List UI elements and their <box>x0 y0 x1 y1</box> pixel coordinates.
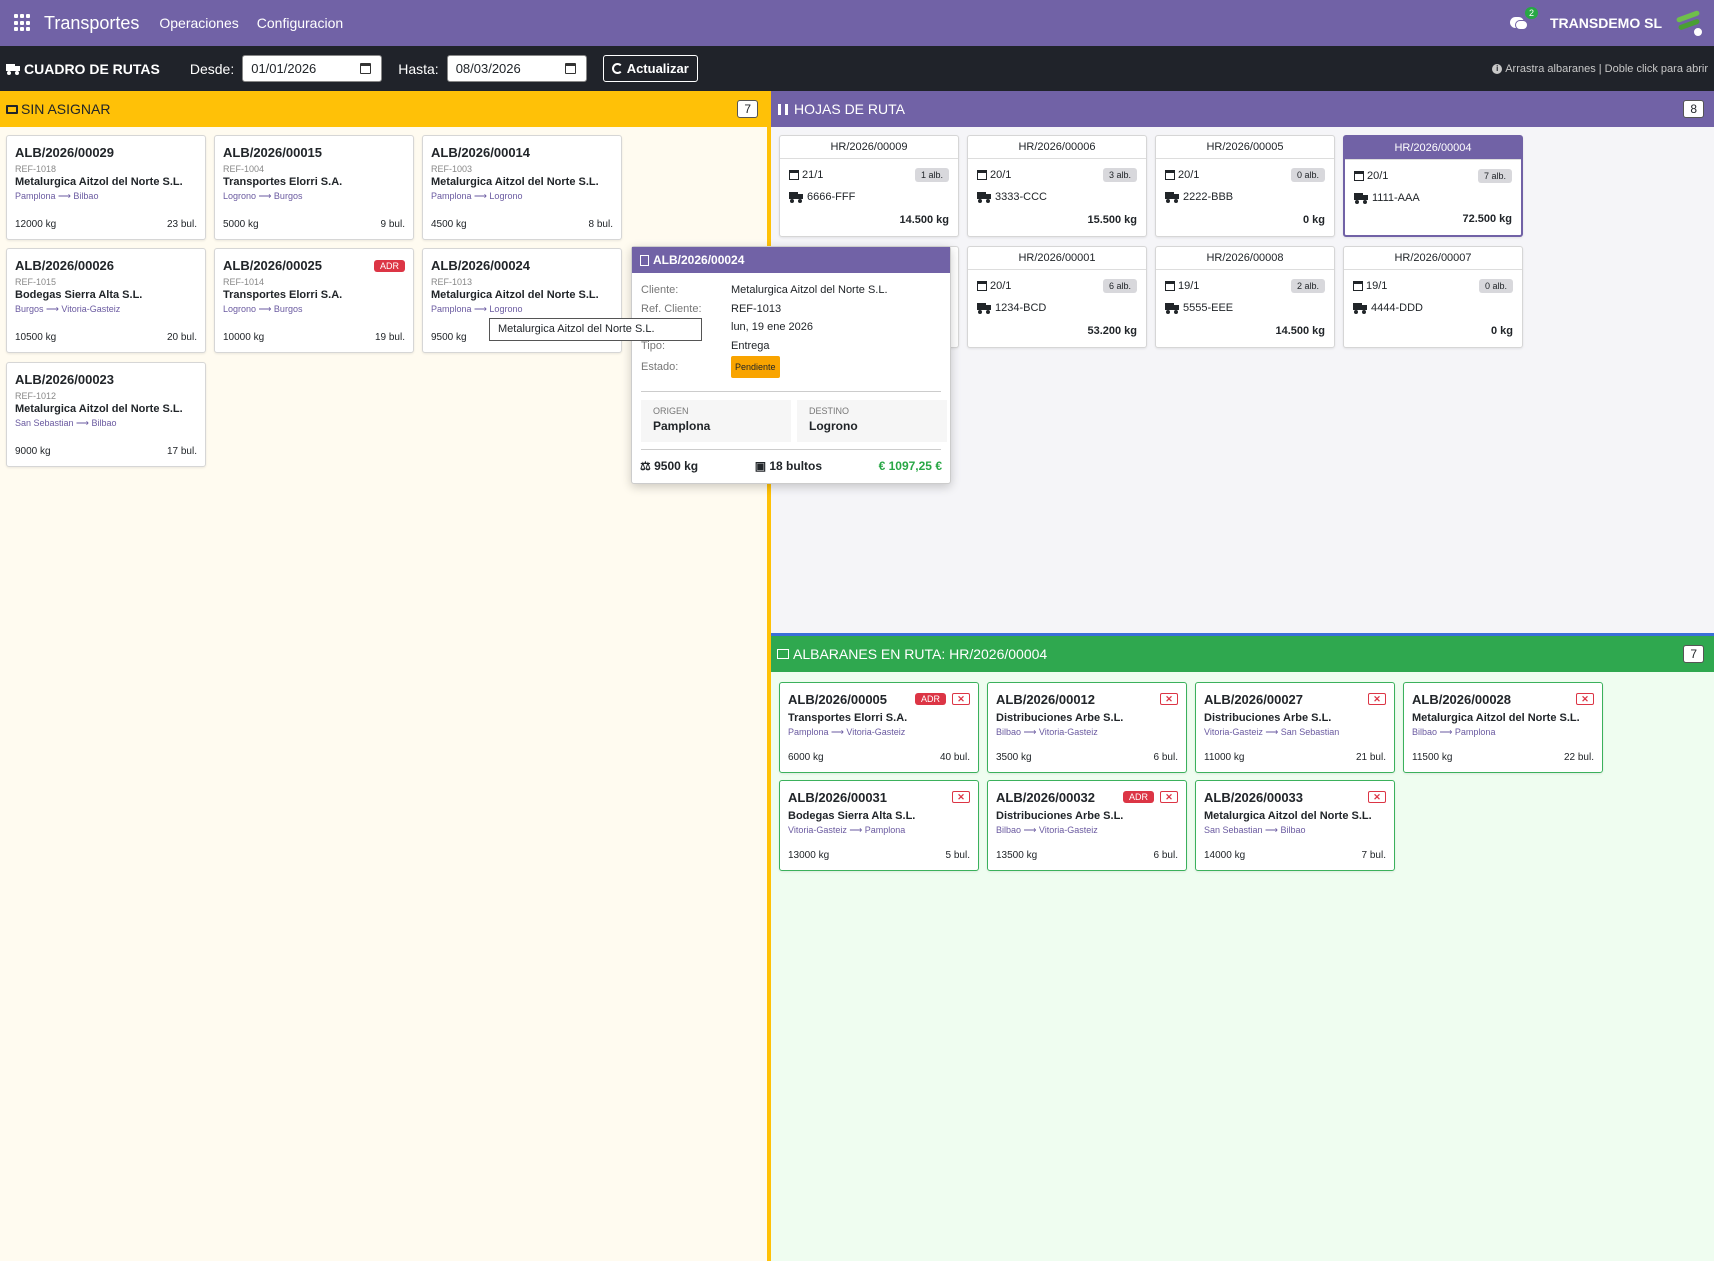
albaran-card[interactable]: ALB/2026/00014 REF-1003 Metalurgica Aitz… <box>422 135 622 240</box>
route-albaran-card[interactable]: ALB/2026/00033 ✕ Metalurgica Aitzol del … <box>1195 780 1395 871</box>
calendar-icon <box>1165 170 1175 180</box>
route-sheet-card[interactable]: HR/2026/00005 20/1 0 alb. 2222-BBB 0 kg <box>1155 135 1335 237</box>
remove-icon[interactable]: ✕ <box>1576 693 1594 705</box>
remove-icon[interactable]: ✕ <box>1368 693 1386 705</box>
truck-icon <box>1353 303 1367 314</box>
chat-count-badge: 2 <box>1525 7 1539 19</box>
route-albaran-card[interactable]: ALB/2026/00028 ✕ Metalurgica Aitzol del … <box>1403 682 1603 773</box>
list-icon <box>777 649 789 659</box>
calendar-icon <box>1353 281 1363 291</box>
popover-weight: ⚖ 9500 kg <box>640 459 699 473</box>
albaran-card[interactable]: ALB/2026/00015 REF-1004 Transportes Elor… <box>214 135 414 240</box>
popover-tipo: Entrega <box>731 340 770 352</box>
document-icon <box>640 254 649 266</box>
popover-ref: REF-1013 <box>731 303 782 315</box>
albaran-count-badge: 6 alb. <box>1102 279 1137 293</box>
remove-icon[interactable]: ✕ <box>952 693 970 705</box>
refresh-icon <box>611 63 623 74</box>
calendar-icon[interactable] <box>360 63 372 74</box>
route-sheet-card[interactable]: HR/2026/00006 20/1 3 alb. 3333-CCC 15.50… <box>967 135 1147 237</box>
refresh-button[interactable]: Actualizar <box>602 55 698 82</box>
remove-icon[interactable]: ✕ <box>1160 791 1178 803</box>
hasta-date-input[interactable]: 08/03/2026 <box>446 55 587 82</box>
popover-title: ALB/2026/00024 <box>632 247 950 273</box>
company-switcher[interactable]: TRANSDEMO SL <box>1550 15 1662 31</box>
route-albaran-card[interactable]: ALB/2026/00031 ✕ Bodegas Sierra Alta S.L… <box>779 780 979 871</box>
road-icon <box>777 103 789 115</box>
albaran-count-badge: 0 alb. <box>1290 168 1325 182</box>
truck-icon <box>1165 303 1179 314</box>
popover-fecha: lun, 19 ene 2026 <box>731 321 813 333</box>
route-sheets-header: HOJAS DE RUTA 8 <box>771 91 1714 127</box>
remove-icon[interactable]: ✕ <box>1160 693 1178 705</box>
albaran-detail-popover: ALB/2026/00024 Cliente: Metalurgica Aitzo… <box>631 246 951 484</box>
truck-icon <box>977 303 991 314</box>
desde-date-input[interactable]: 01/01/2026 <box>242 55 383 82</box>
info-icon: i <box>1492 63 1503 74</box>
calendar-icon <box>977 170 987 180</box>
albaran-card[interactable]: ALB/2026/00025 ADR REF-1014 Transportes … <box>214 248 414 353</box>
route-albaran-card[interactable]: ALB/2026/00012 ✕ Distribuciones Arbe S.L… <box>987 682 1187 773</box>
route-albaran-card[interactable]: ALB/2026/00005 ADR ✕ Transportes Elorri … <box>779 682 979 773</box>
route-albaranes-panel: ALBARANES EN RUTA: HR/2026/00004 7 ALB/2… <box>771 633 1714 1261</box>
adr-badge: ADR <box>1122 791 1154 803</box>
origin-box: ORIGEN Pamplona <box>641 400 791 442</box>
calendar-icon <box>1354 171 1364 181</box>
route-sheet-card[interactable]: HR/2026/00009 21/1 1 alb. 6666-FFF 14.50… <box>779 135 959 237</box>
inbox-icon <box>6 104 18 114</box>
apps-menu-icon[interactable] <box>14 14 32 32</box>
menu-configuracion[interactable]: Configuracion <box>256 15 344 31</box>
route-albaranes-header: ALBARANES EN RUTA: HR/2026/00004 7 <box>771 636 1714 672</box>
albaran-count-badge: 2 alb. <box>1290 279 1325 293</box>
route-albaranes-count: 7 <box>1683 645 1704 663</box>
board-title: CUADRO DE RUTAS <box>6 61 160 77</box>
route-sheet-card[interactable]: HR/2026/00008 19/1 2 alb. 5555-EEE 14.50… <box>1155 246 1335 348</box>
route-sheets-count: 8 <box>1683 100 1704 118</box>
chat-icon[interactable]: 2 <box>1510 7 1539 31</box>
truck-icon <box>1354 193 1368 204</box>
adr-badge: ADR <box>914 693 946 705</box>
albaran-card[interactable]: ALB/2026/00026 REF-1015 Bodegas Sierra A… <box>6 248 206 353</box>
calendar-icon[interactable] <box>564 63 576 74</box>
destination-box: DESTINO Logrono <box>797 400 947 442</box>
app-brand[interactable]: Transportes <box>44 12 140 33</box>
popover-bultos: ▣ 18 bultos <box>754 459 823 473</box>
panel-splitter[interactable] <box>771 633 1714 636</box>
route-albaran-card[interactable]: ALB/2026/00027 ✕ Distribuciones Arbe S.L… <box>1195 682 1395 773</box>
route-sheet-card[interactable]: HR/2026/00007 19/1 0 alb. 4444-DDD 0 kg <box>1343 246 1523 348</box>
albaran-count-badge: 0 alb. <box>1478 279 1513 293</box>
route-sheet-card-selected[interactable]: HR/2026/00004 20/1 7 alb. 1111-AAA 72.50… <box>1343 135 1523 237</box>
albaran-count-badge: 3 alb. <box>1102 168 1137 182</box>
truck-icon <box>789 192 803 203</box>
calendar-icon <box>1165 281 1175 291</box>
albaran-count-badge: 7 alb. <box>1477 169 1512 183</box>
user-avatar[interactable] <box>1674 8 1704 38</box>
menu-operaciones[interactable]: Operaciones <box>159 15 239 31</box>
unassigned-count: 7 <box>737 100 758 118</box>
truck-icon <box>977 192 991 203</box>
adr-badge: ADR <box>373 260 405 272</box>
desde-label: Desde: <box>189 60 235 77</box>
drag-hint: i Arrastra albaranes | Doble click para … <box>1492 63 1708 75</box>
albaran-card[interactable]: ALB/2026/00029 REF-1018 Metalurgica Aitz… <box>6 135 206 240</box>
popover-cliente: Metalurgica Aitzol del Norte S.L. <box>731 284 888 296</box>
remove-icon[interactable]: ✕ <box>1368 791 1386 803</box>
popover-price: € 1097,25 € <box>878 459 942 473</box>
top-navbar: Transportes Operaciones Configuracion 2 … <box>0 0 1714 46</box>
truck-icon <box>6 63 20 75</box>
route-albaran-card[interactable]: ALB/2026/00032 ADR ✕ Distribuciones Arbe… <box>987 780 1187 871</box>
client-tooltip: Metalurgica Aitzol del Norte S.L. <box>489 318 702 341</box>
hasta-label: Hasta: <box>398 60 439 77</box>
route-board-toolbar: CUADRO DE RUTAS Desde: 01/01/2026 Hasta:… <box>0 46 1714 91</box>
calendar-icon <box>789 170 799 180</box>
albaran-card[interactable]: ALB/2026/00023 REF-1012 Metalurgica Aitz… <box>6 362 206 467</box>
unassigned-header: SIN ASIGNAR 7 <box>0 91 768 127</box>
albaran-count-badge: 1 alb. <box>914 168 949 182</box>
truck-icon <box>1165 192 1179 203</box>
status-badge: Pendiente <box>731 356 780 378</box>
remove-icon[interactable]: ✕ <box>952 791 970 803</box>
panel-divider[interactable] <box>767 91 771 1261</box>
route-sheet-card[interactable]: HR/2026/00001 20/1 6 alb. 1234-BCD 53.20… <box>967 246 1147 348</box>
calendar-icon <box>977 281 987 291</box>
